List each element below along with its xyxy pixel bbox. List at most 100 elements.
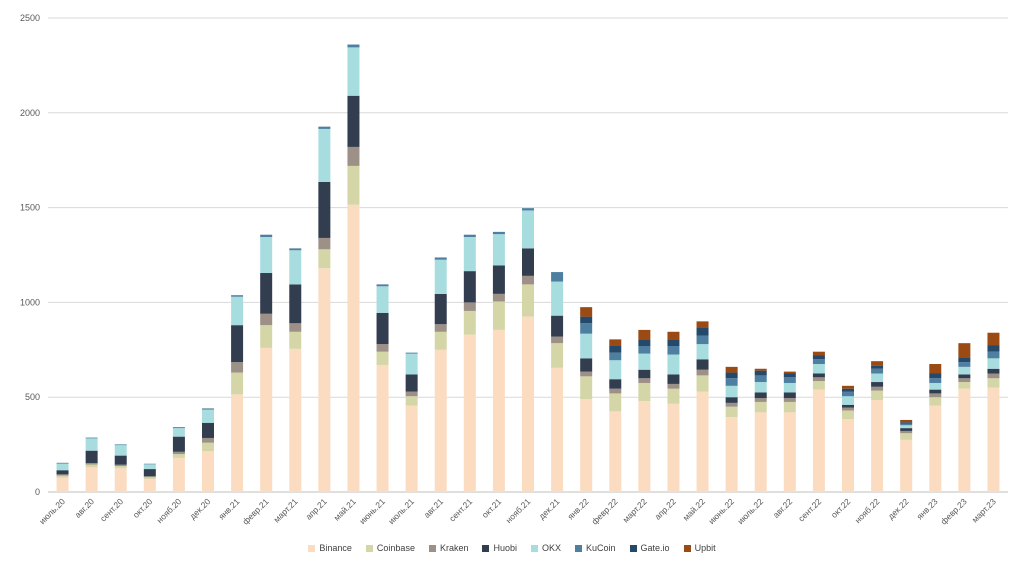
bar-huobi <box>143 469 156 477</box>
bar-huobi <box>463 271 476 303</box>
bar-kraken <box>172 451 185 455</box>
bar-coinbase <box>318 249 331 269</box>
bar-upbit <box>871 361 884 366</box>
bar-binance <box>609 411 622 492</box>
bar-okx <box>667 354 680 375</box>
bar-upbit <box>987 332 1000 346</box>
bar-okx <box>463 236 476 272</box>
bar-upbit <box>638 329 651 340</box>
bar-binance <box>318 268 331 492</box>
bar-huobi <box>638 369 651 379</box>
bar-coinbase <box>900 433 913 440</box>
bar-okx <box>783 382 796 393</box>
legend-label: OKX <box>542 543 562 553</box>
bar-kucoin <box>783 377 796 383</box>
bar-binance <box>783 412 796 492</box>
legend-label: Binance <box>319 543 352 553</box>
bar-coinbase <box>725 406 738 418</box>
bar-kucoin <box>172 427 185 429</box>
bar-upbit <box>725 366 738 373</box>
legend-item: Upbit <box>683 543 716 553</box>
bar-kraken <box>289 323 302 332</box>
bar-kraken <box>318 237 331 250</box>
x-tick-label: июль.20 <box>37 496 67 526</box>
bar-okx <box>900 425 913 429</box>
x-tick-label: дек.20 <box>187 496 212 521</box>
bar-binance <box>725 417 738 492</box>
bar-binance <box>492 329 505 492</box>
bar-kucoin <box>929 378 942 383</box>
legend-item: Gate.io <box>629 543 670 553</box>
bar-coinbase <box>463 310 476 335</box>
legend-item: KuCoin <box>575 543 616 553</box>
bar-kraken <box>376 344 389 352</box>
bar-huobi <box>260 273 273 314</box>
bar-binance <box>551 367 564 492</box>
bar-huobi <box>754 392 767 399</box>
bar-huobi <box>405 374 418 392</box>
bar-kraken <box>842 407 854 411</box>
bar-okx <box>318 128 331 183</box>
bar-binance <box>987 387 1000 492</box>
bar-kucoin <box>812 359 825 365</box>
bar-coinbase <box>202 442 214 452</box>
x-tick-label: дек.22 <box>886 496 911 521</box>
legend-label: Coinbase <box>376 543 415 553</box>
bar-kraken <box>434 324 447 332</box>
bar-coinbase <box>434 331 447 350</box>
bar-gate-io <box>900 422 913 424</box>
legend-item: Kraken <box>428 543 468 553</box>
bar-coinbase <box>85 464 98 468</box>
bar-binance <box>202 451 214 492</box>
x-tick-label: окт.20 <box>131 496 155 520</box>
bar-kraken <box>754 398 767 402</box>
bar-kucoin <box>900 423 913 426</box>
x-tick-label: май.22 <box>681 496 707 522</box>
bar-gate-io <box>871 365 884 369</box>
bar-binance <box>580 399 593 492</box>
bar-kraken <box>725 402 738 407</box>
bar-coinbase <box>405 396 418 406</box>
bar-upbit <box>696 321 709 328</box>
legend-item: Coinbase <box>365 543 415 553</box>
bar-kucoin <box>318 126 331 129</box>
bar-binance <box>871 400 884 492</box>
bar-coinbase <box>929 397 942 406</box>
bar-kucoin <box>289 248 302 251</box>
bar-upbit <box>667 331 680 340</box>
bar-kucoin <box>434 257 447 260</box>
bar-huobi <box>667 374 680 384</box>
bar-upbit <box>754 368 767 371</box>
x-tick-label: февр.23 <box>939 496 969 526</box>
bar-kucoin <box>492 231 505 235</box>
bar-gate-io <box>725 372 738 379</box>
bar-huobi <box>842 404 854 408</box>
bar-huobi <box>725 397 738 403</box>
bar-huobi <box>609 379 622 389</box>
bar-okx <box>580 333 593 359</box>
bar-kucoin <box>405 352 418 354</box>
bar-okx <box>522 210 534 249</box>
bar-binance <box>754 412 767 492</box>
bar-upbit <box>609 339 622 347</box>
bar-gate-io <box>842 388 854 392</box>
bar-okx <box>638 353 651 370</box>
bar-okx <box>376 286 389 313</box>
bar-okx <box>551 281 564 316</box>
bar-kucoin <box>202 408 214 410</box>
x-tick-label: дек.21 <box>537 496 562 521</box>
bar-kucoin <box>609 352 622 361</box>
x-tick-label: июль.21 <box>386 496 416 526</box>
bar-kucoin <box>347 44 360 48</box>
bar-okx <box>260 236 273 274</box>
bar-huobi <box>812 373 825 378</box>
bar-huobi <box>231 325 244 363</box>
bar-huobi <box>376 312 389 345</box>
bar-kucoin <box>754 375 767 383</box>
legend-swatch <box>482 544 490 552</box>
bar-kraken <box>260 313 273 326</box>
x-tick-label: янв.22 <box>565 496 590 521</box>
bar-huobi <box>289 284 302 324</box>
x-tick-label: нояб.21 <box>504 496 533 525</box>
